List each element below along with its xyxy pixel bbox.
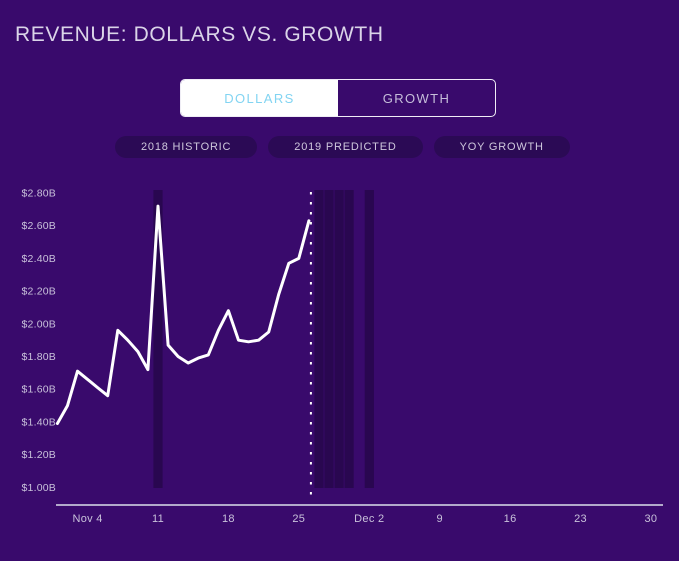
x-axis-label: 16	[504, 513, 517, 525]
y-axis-label: $2.60B	[22, 220, 56, 232]
legend-pill-2019-predicted[interactable]: 2019 PREDICTED	[268, 136, 423, 158]
tab-growth[interactable]: GROWTH	[382, 90, 451, 106]
legend-pill-2018-historic[interactable]: 2018 HISTORIC	[115, 136, 258, 158]
page-title: REVENUE: DOLLARS VS. GROWTH	[15, 23, 384, 46]
x-axis-label: 9	[436, 513, 442, 525]
x-axis-label: Dec 2	[354, 513, 384, 525]
highlight-band	[153, 190, 163, 488]
highlight-band	[364, 190, 374, 488]
y-axis-label: $2.00B	[22, 318, 56, 330]
y-axis-label: $1.00B	[22, 482, 56, 494]
y-axis-label: $2.40B	[22, 253, 56, 265]
highlight-band	[344, 190, 354, 488]
view-toggle: DOLLARS GROWTH	[180, 79, 496, 117]
revenue-line	[55, 204, 311, 425]
highlight-band	[324, 190, 334, 488]
highlight-band	[334, 190, 344, 488]
y-axis-label: $1.40B	[22, 416, 56, 428]
x-axis-label: 30	[644, 513, 657, 525]
y-axis-label: $2.20B	[22, 286, 56, 298]
highlight-band	[314, 190, 324, 488]
x-axis-label: 11	[152, 513, 164, 525]
legend: 2018 HISTORIC 2019 PREDICTED YOY GROWTH	[115, 136, 570, 158]
x-axis-label: Nov 4	[72, 513, 102, 525]
y-axis-label: $1.80B	[22, 351, 56, 363]
y-axis-label: $1.20B	[22, 449, 56, 461]
tab-dollars[interactable]: DOLLARS	[181, 80, 338, 116]
x-axis-label: 25	[292, 513, 305, 525]
x-axis-label: 18	[222, 513, 235, 525]
y-axis-label: $2.80B	[22, 188, 56, 200]
y-axis-label: $1.60B	[22, 384, 56, 396]
x-axis-label: 23	[574, 513, 587, 525]
legend-pill-yoy-growth[interactable]: YOY GROWTH	[433, 136, 570, 158]
